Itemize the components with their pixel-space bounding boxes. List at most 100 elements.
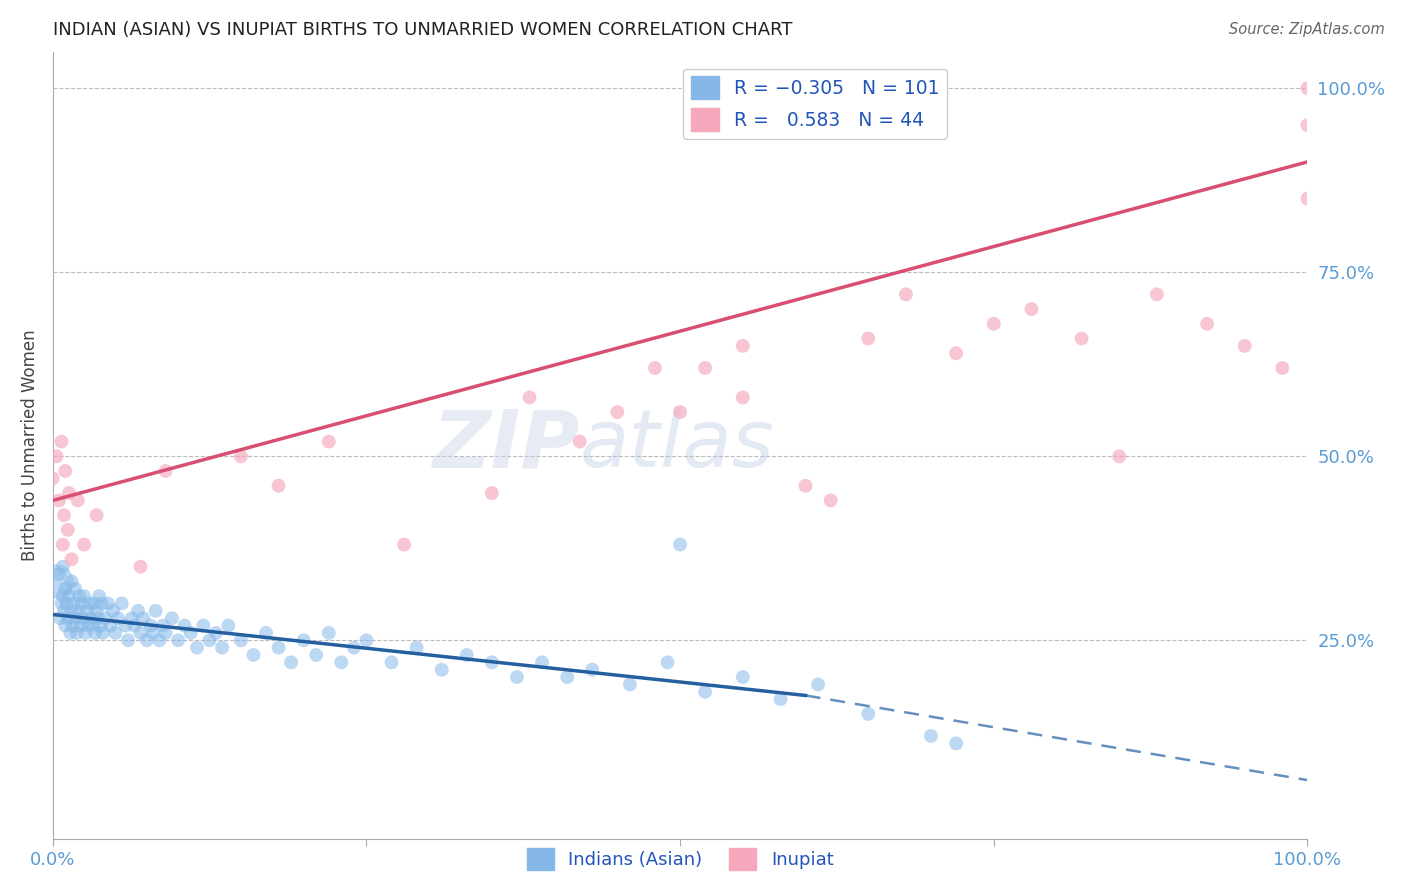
Y-axis label: Births to Unmarried Women: Births to Unmarried Women bbox=[21, 329, 39, 561]
Point bbox=[53, 508, 76, 523]
Point bbox=[53, 464, 76, 478]
Point bbox=[731, 670, 754, 684]
Point bbox=[254, 626, 277, 640]
Point bbox=[86, 604, 108, 618]
Point bbox=[60, 552, 83, 566]
Point bbox=[242, 648, 264, 662]
Point bbox=[155, 626, 177, 640]
Point bbox=[519, 391, 541, 405]
Text: Source: ZipAtlas.com: Source: ZipAtlas.com bbox=[1229, 22, 1385, 37]
Point bbox=[506, 670, 529, 684]
Point bbox=[101, 604, 124, 618]
Point bbox=[769, 692, 792, 706]
Point bbox=[644, 361, 666, 376]
Point bbox=[55, 597, 77, 611]
Point bbox=[56, 523, 79, 537]
Point bbox=[75, 626, 97, 640]
Point bbox=[1271, 361, 1294, 376]
Point bbox=[90, 597, 112, 611]
Point bbox=[73, 538, 96, 552]
Point bbox=[1070, 332, 1092, 346]
Point bbox=[318, 626, 340, 640]
Point bbox=[69, 618, 91, 632]
Point bbox=[920, 729, 942, 743]
Legend: Indians (Asian), Inupiat: Indians (Asian), Inupiat bbox=[519, 841, 841, 877]
Point bbox=[65, 611, 87, 625]
Point bbox=[983, 317, 1005, 331]
Point bbox=[97, 597, 120, 611]
Point bbox=[111, 597, 134, 611]
Point bbox=[59, 626, 82, 640]
Point bbox=[430, 663, 453, 677]
Point bbox=[581, 663, 603, 677]
Point bbox=[148, 633, 170, 648]
Point bbox=[65, 582, 87, 596]
Point bbox=[73, 589, 96, 603]
Point bbox=[127, 604, 149, 618]
Point bbox=[41, 471, 63, 485]
Point bbox=[117, 633, 139, 648]
Point bbox=[51, 597, 73, 611]
Point bbox=[292, 633, 315, 648]
Point bbox=[86, 508, 108, 523]
Point bbox=[66, 604, 89, 618]
Point bbox=[94, 611, 117, 625]
Point bbox=[89, 618, 111, 632]
Point bbox=[858, 706, 880, 721]
Point bbox=[145, 604, 167, 618]
Point bbox=[48, 493, 70, 508]
Point bbox=[1021, 302, 1043, 317]
Point bbox=[568, 434, 591, 449]
Point bbox=[267, 479, 290, 493]
Point bbox=[142, 626, 165, 640]
Point bbox=[155, 464, 177, 478]
Point bbox=[121, 611, 143, 625]
Point bbox=[173, 618, 195, 632]
Point bbox=[167, 633, 190, 648]
Point bbox=[731, 391, 754, 405]
Point bbox=[89, 589, 111, 603]
Point bbox=[606, 405, 628, 419]
Point bbox=[53, 582, 76, 596]
Point bbox=[49, 611, 72, 625]
Point bbox=[1296, 118, 1319, 132]
Point bbox=[695, 685, 717, 699]
Point bbox=[107, 611, 129, 625]
Point bbox=[211, 640, 233, 655]
Point bbox=[135, 633, 157, 648]
Point bbox=[405, 640, 427, 655]
Point bbox=[63, 597, 86, 611]
Point bbox=[280, 656, 302, 670]
Text: ZIP: ZIP bbox=[432, 406, 579, 484]
Point bbox=[820, 493, 842, 508]
Point bbox=[356, 633, 378, 648]
Point bbox=[229, 633, 252, 648]
Point bbox=[45, 450, 67, 464]
Text: atlas: atlas bbox=[579, 406, 775, 484]
Point bbox=[205, 626, 228, 640]
Point bbox=[180, 626, 202, 640]
Point bbox=[51, 434, 73, 449]
Point bbox=[91, 626, 114, 640]
Point bbox=[129, 559, 152, 574]
Point bbox=[267, 640, 290, 655]
Point bbox=[152, 618, 174, 632]
Point bbox=[70, 597, 93, 611]
Point bbox=[945, 736, 967, 750]
Point bbox=[380, 656, 402, 670]
Point bbox=[52, 589, 75, 603]
Point bbox=[531, 656, 554, 670]
Point bbox=[945, 346, 967, 360]
Point bbox=[84, 626, 107, 640]
Point bbox=[53, 618, 76, 632]
Point bbox=[481, 656, 503, 670]
Point bbox=[83, 597, 105, 611]
Point bbox=[318, 434, 340, 449]
Text: INDIAN (ASIAN) VS INUPIAT BIRTHS TO UNMARRIED WOMEN CORRELATION CHART: INDIAN (ASIAN) VS INUPIAT BIRTHS TO UNMA… bbox=[52, 21, 792, 39]
Point bbox=[858, 332, 880, 346]
Point bbox=[76, 604, 98, 618]
Point bbox=[66, 493, 89, 508]
Point bbox=[139, 618, 162, 632]
Point bbox=[330, 656, 353, 670]
Point bbox=[1146, 287, 1168, 301]
